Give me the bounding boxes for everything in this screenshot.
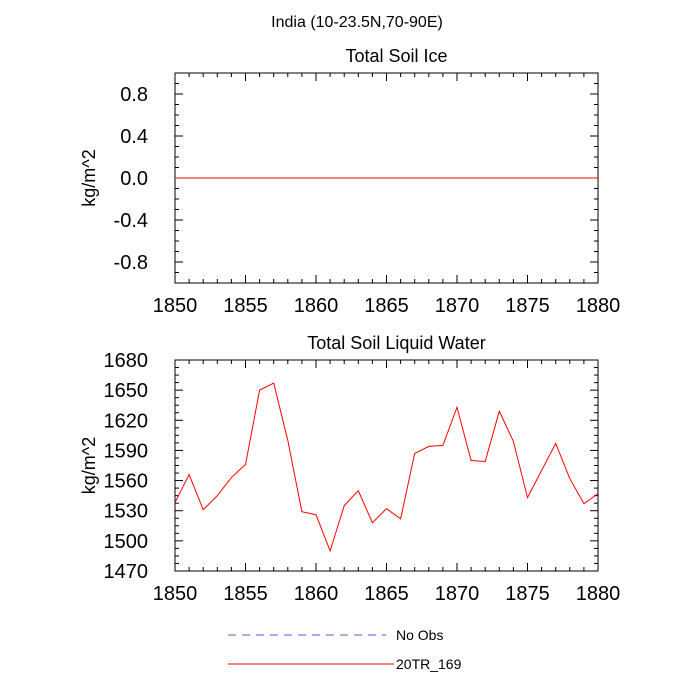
panel-title: Total Soil Ice [345, 46, 447, 66]
plot-frame [174, 359, 599, 572]
x-tick-label: 1875 [505, 583, 550, 605]
y-axis-label: kg/m^2 [79, 437, 99, 494]
y-tick-label: 1620 [104, 410, 149, 432]
y-tick-label: -0.4 [114, 210, 148, 232]
x-tick-label: 1850 [153, 295, 198, 317]
x-tick-label: 1875 [505, 295, 550, 317]
y-tick-label: 1650 [104, 380, 149, 402]
y-tick-label: 1530 [104, 501, 149, 523]
figure-title: India (10-23.5N,70-90E) [271, 14, 443, 31]
y-tick-label: 1470 [104, 561, 149, 583]
x-tick-label: 1870 [435, 583, 480, 605]
x-tick-label: 1865 [364, 295, 409, 317]
y-tick-label: 1680 [104, 350, 149, 372]
legend-label-no-obs: No Obs [396, 627, 443, 643]
x-tick-label: 1865 [364, 583, 409, 605]
x-tick-label: 1870 [435, 295, 480, 317]
x-tick-label: 1855 [223, 295, 268, 317]
y-axis-label: kg/m^2 [79, 149, 99, 206]
legend: No Obs 20TR_169 [228, 627, 462, 672]
x-tick-label: 1850 [153, 583, 198, 605]
panel-total-soil-liquid-water: Total Soil Liquid Water kg/m^2 1850 1855 186… [79, 333, 620, 605]
y-tick-label: -0.8 [114, 252, 148, 274]
y-tick-label: 0.0 [120, 168, 148, 190]
series-line-20tr-169 [174, 382, 599, 553]
x-tick-label: 1855 [223, 583, 268, 605]
x-tick-label: 1860 [294, 583, 339, 605]
y-tick-label: 0.4 [120, 126, 148, 148]
x-tick-label: 1860 [294, 295, 339, 317]
panel-title: Total Soil Liquid Water [307, 333, 485, 353]
y-tick-label: 0.8 [120, 84, 148, 106]
x-tick-label: 1880 [576, 295, 621, 317]
y-tick-label: 1560 [104, 471, 149, 493]
y-tick-label: 1590 [104, 440, 149, 462]
x-tick-label: 1880 [576, 583, 621, 605]
legend-label-20tr-169: 20TR_169 [396, 656, 462, 672]
y-tick-label: 1500 [104, 531, 149, 553]
panel-total-soil-ice: Total Soil Ice kg/m^2 1850 1855 1860 1865 1870… [79, 46, 620, 317]
